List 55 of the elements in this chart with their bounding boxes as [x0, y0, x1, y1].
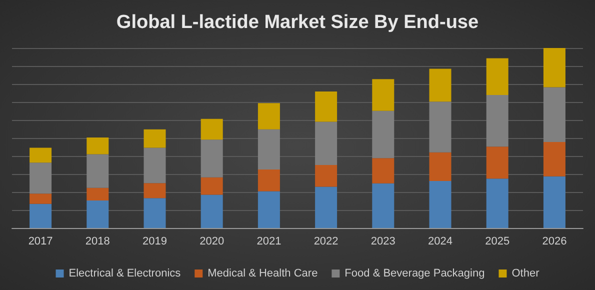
bar — [315, 165, 338, 187]
bar — [30, 162, 52, 194]
bar — [543, 87, 566, 142]
bar — [429, 68, 452, 102]
x-tick-label: 2020 — [200, 236, 224, 248]
x-tick-label: 2018 — [85, 236, 110, 248]
bar — [144, 148, 166, 184]
bar — [200, 140, 223, 178]
x-tick-label: 2025 — [485, 236, 510, 248]
bar — [486, 94, 508, 147]
bar — [30, 194, 52, 204]
bar — [258, 103, 280, 130]
bar — [200, 118, 223, 140]
bar — [258, 191, 280, 228]
legend-label: Medical & Health Care — [208, 268, 318, 280]
bar — [86, 188, 109, 200]
bar — [543, 176, 566, 228]
bar — [315, 186, 338, 228]
x-tick-label: 2024 — [428, 236, 452, 248]
x-tick-label: 2019 — [142, 236, 167, 248]
bar — [86, 154, 109, 188]
bar — [144, 198, 166, 228]
legend-label: Food & Beverage Packaging — [344, 268, 485, 280]
bar — [429, 152, 452, 182]
bar — [429, 102, 452, 152]
x-tick-label: 2023 — [370, 236, 396, 248]
bar — [258, 129, 280, 170]
bar — [486, 178, 508, 228]
bar — [315, 92, 338, 122]
bar — [144, 183, 166, 198]
bar — [30, 148, 52, 163]
bar — [86, 137, 109, 154]
bar — [429, 181, 452, 228]
bar — [486, 58, 508, 95]
legend-label: Other — [512, 268, 540, 280]
bar — [200, 177, 223, 195]
bar — [543, 142, 566, 176]
bar — [258, 170, 280, 192]
bar — [372, 79, 394, 111]
bar — [144, 129, 166, 148]
x-tick-label: 2017 — [28, 236, 53, 248]
bar — [372, 110, 394, 158]
chart-title: Global L-lactide Market Size By End-use — [116, 12, 479, 33]
bar — [315, 122, 338, 165]
bar — [372, 183, 394, 228]
bar — [200, 194, 223, 228]
x-tick-label: 2022 — [314, 236, 338, 248]
x-tick-label: 2026 — [542, 236, 567, 248]
bar — [543, 48, 566, 88]
bar — [486, 146, 508, 179]
x-tick-label: 2021 — [256, 236, 282, 248]
bar — [30, 204, 52, 228]
bar — [372, 158, 394, 184]
legend-label: Electrical & Electronics — [68, 268, 182, 280]
bar — [86, 200, 109, 228]
